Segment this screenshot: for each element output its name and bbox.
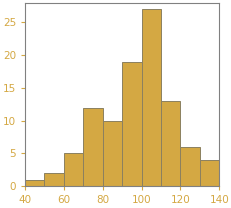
Bar [44,173,64,186]
Bar [199,160,218,186]
Bar [141,9,160,186]
Bar [64,154,83,186]
Bar [122,62,141,186]
Bar [180,147,199,186]
Bar [83,108,102,186]
Bar [25,180,44,186]
Bar [102,121,122,186]
Bar [160,101,180,186]
